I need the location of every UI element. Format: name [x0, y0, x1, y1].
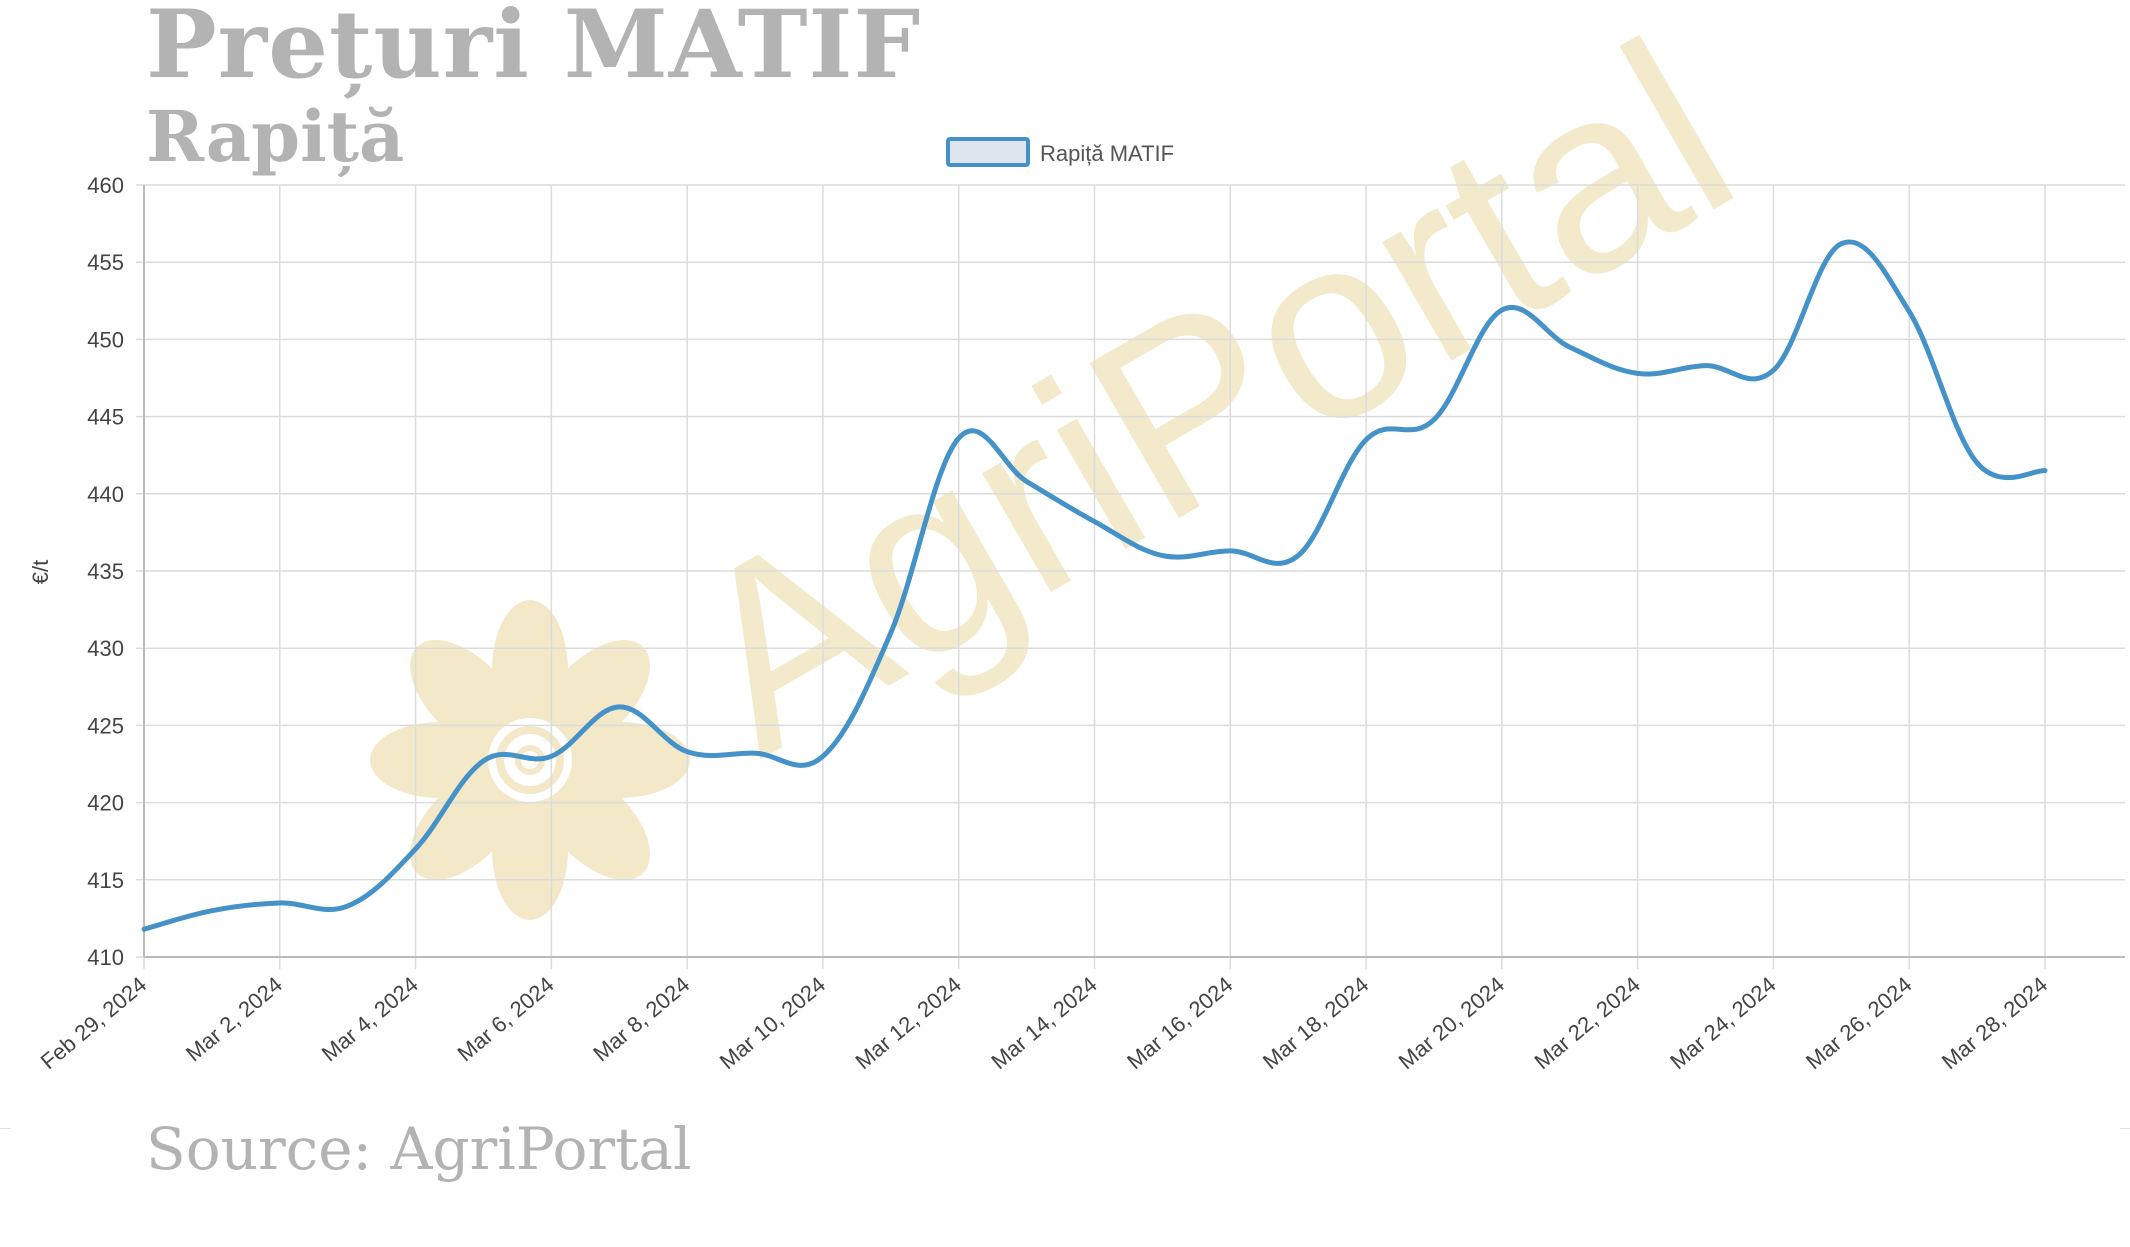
- y-tick-label: 430: [87, 636, 124, 661]
- y-axis-label: €/t: [28, 560, 53, 584]
- divider-left: [0, 1128, 10, 1129]
- x-tick-label: Mar 12, 2024: [851, 972, 966, 1074]
- x-tick-label: Mar 4, 2024: [317, 972, 423, 1067]
- y-tick-label: 445: [87, 405, 124, 430]
- y-tick-label: 425: [87, 713, 124, 738]
- x-tick-label: Mar 6, 2024: [453, 972, 559, 1067]
- x-tick-label: Mar 8, 2024: [588, 972, 694, 1067]
- chart-legend[interactable]: Rapiță MATIF: [946, 137, 1174, 167]
- watermark: AgriPortal: [370, 0, 1777, 920]
- legend-swatch: [946, 137, 1030, 167]
- chart-subtitle: Rapiță: [146, 95, 405, 178]
- x-tick-label: Mar 22, 2024: [1529, 972, 1644, 1074]
- y-tick-label: 460: [87, 173, 124, 198]
- chart-title: Prețuri MATIF: [146, 0, 922, 100]
- y-tick-label: 450: [87, 327, 124, 352]
- y-tick-label: 455: [87, 250, 124, 275]
- x-tick-label: Mar 20, 2024: [1394, 972, 1509, 1074]
- x-tick-label: Mar 16, 2024: [1122, 972, 1237, 1074]
- series-line: [141, 239, 2048, 932]
- x-tick-label: Mar 18, 2024: [1258, 972, 1373, 1074]
- y-tick-label: 410: [87, 945, 124, 970]
- x-tick-label: Mar 26, 2024: [1801, 972, 1916, 1074]
- x-tick-label: Feb 29, 2024: [36, 972, 151, 1075]
- y-tick-label: 440: [87, 482, 124, 507]
- y-tick-label: 415: [87, 868, 124, 893]
- watermark-text: AgriPortal: [643, 0, 1777, 809]
- divider-right: [2120, 1128, 2130, 1129]
- source-credit: Source: AgriPortal: [146, 1115, 692, 1183]
- x-tick-label: Mar 14, 2024: [986, 972, 1101, 1074]
- x-tick-label: Mar 10, 2024: [715, 972, 830, 1074]
- chart-series: [141, 239, 2048, 932]
- y-tick-label: 420: [87, 791, 124, 816]
- x-tick-label: Mar 2, 2024: [181, 972, 287, 1067]
- legend-label: Rapiță MATIF: [1040, 141, 1174, 166]
- y-tick-label: 435: [87, 559, 124, 584]
- x-tick-label: Mar 24, 2024: [1665, 972, 1780, 1074]
- x-tick-label: Mar 28, 2024: [1937, 972, 2052, 1074]
